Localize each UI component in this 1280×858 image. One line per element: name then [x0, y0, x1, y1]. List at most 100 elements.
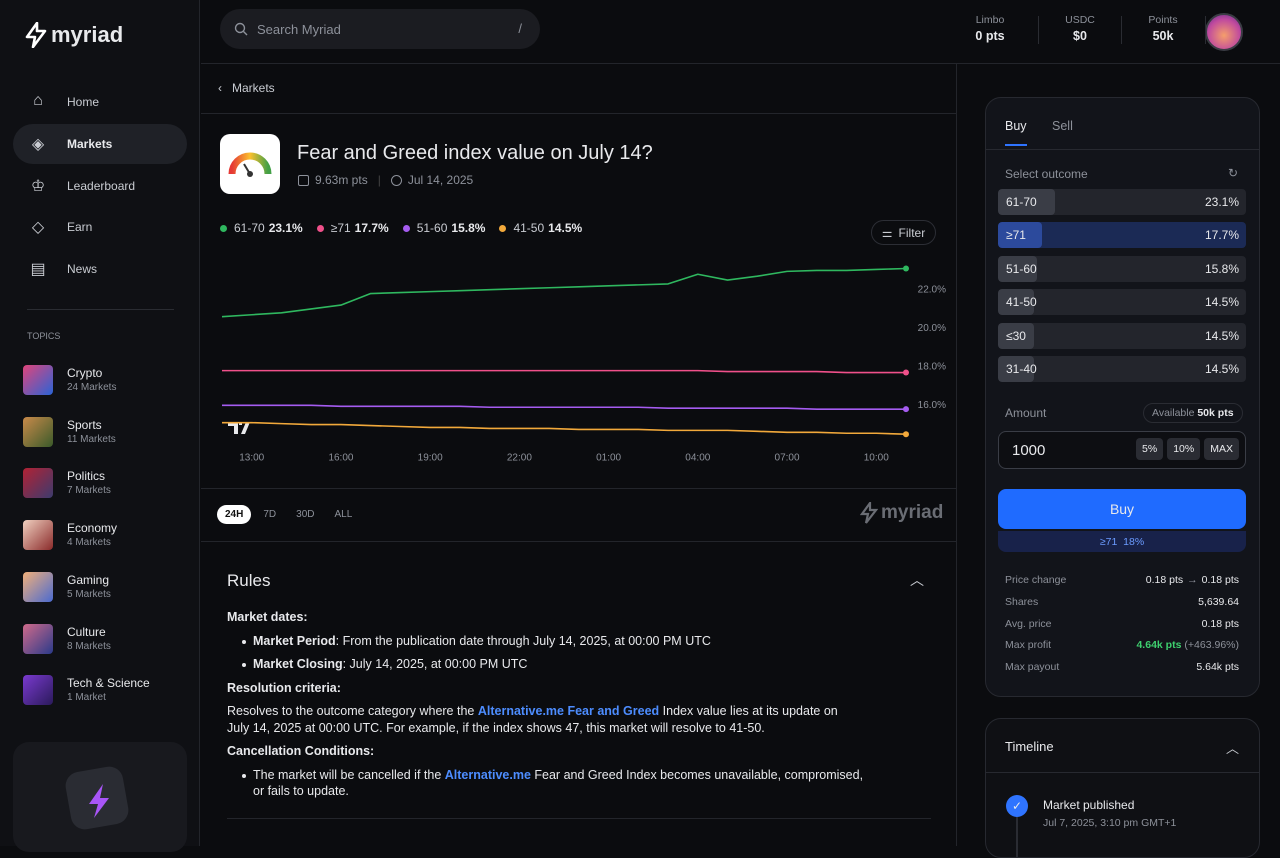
header: Search Myriad / — [201, 0, 1280, 64]
event-date: Jul 7, 2025, 3:10 pm GMT+1 — [1043, 817, 1177, 829]
outcome-bar — [998, 289, 1034, 316]
collapse-chevron[interactable]: ︿ — [910, 572, 924, 588]
topic-thumb — [23, 365, 53, 395]
legend-item: 51-60 15.8% — [402, 221, 485, 235]
detail-number: 0.18 pts — [1145, 574, 1184, 586]
legend-name: ≥71 — [330, 221, 351, 235]
outcome-name: 61-70 — [1006, 195, 1037, 209]
selected-price: 18% — [1123, 535, 1145, 548]
topic-name[interactable]: Gaming — [67, 572, 110, 587]
text: Fear and Greed Index becomes unavailable… — [253, 767, 864, 799]
divider — [27, 309, 174, 310]
rules-bullet: Market Closing: July 14, 2025, at 00:00 … — [227, 656, 867, 673]
topic-name[interactable]: Crypto — [67, 366, 103, 380]
y-tick-label: 20.0% — [918, 323, 946, 334]
watermark-icon — [860, 502, 878, 524]
nav-item[interactable]: News — [67, 262, 98, 277]
x-tick-label: 01:00 — [596, 453, 621, 464]
search-icon — [234, 22, 248, 36]
filter-button[interactable]: ⚌ Filter — [871, 220, 936, 245]
detail-number: 0.18 pts — [1201, 574, 1239, 586]
range-button[interactable]: 24H — [217, 505, 252, 524]
filter-icon: ⚌ — [881, 225, 893, 240]
topic-name[interactable]: Sports — [67, 417, 102, 432]
end-date: Jul 14, 2025 — [407, 173, 474, 187]
x-tick-label: 07:00 — [775, 453, 800, 464]
stat-divider — [1121, 16, 1122, 44]
search-box[interactable]: Search Myriad / — [220, 9, 540, 49]
promo-card — [13, 742, 187, 852]
bullet-label: Market Period — [253, 633, 336, 648]
tab-sell[interactable]: Sell — [1052, 119, 1073, 133]
outcome-row[interactable]: 41-50 14.5% — [998, 289, 1246, 316]
amount-chip[interactable]: MAX — [1204, 438, 1239, 460]
range-button[interactable]: 7D — [263, 509, 277, 520]
tab-buy[interactable]: Buy — [1005, 119, 1027, 133]
legend: 61-70 23.1% ≥71 17.7% 51-60 15.8% 41-50 14.5% — [220, 221, 596, 235]
link[interactable]: Alternative.me Fear and Greed — [477, 704, 660, 718]
rules-bullet: Market Period: From the publication date… — [227, 633, 867, 650]
market-icon — [220, 134, 280, 194]
nav-item[interactable]: Earn — [67, 220, 93, 235]
nav-icon: ◇ — [31, 219, 45, 237]
divider — [986, 772, 1259, 773]
legend-item: 61-70 23.1% — [220, 221, 303, 235]
outcome-bar — [998, 356, 1034, 382]
bullet-text: : From the publication date through July… — [335, 633, 711, 648]
amount-chip[interactable]: 5% — [1136, 438, 1164, 460]
nav-item[interactable]: Markets — [67, 136, 113, 151]
detail-value: 4.64k pts (+463.96%) — [1136, 639, 1239, 651]
outcome-row[interactable]: 61-70 23.1% — [998, 189, 1246, 215]
legend-name: 61-70 — [234, 221, 265, 235]
topic-count: 7 Markets — [67, 485, 111, 497]
outcome-name: 31-40 — [1006, 362, 1037, 376]
legend-dot — [402, 224, 410, 232]
detail-label: Price change — [1005, 574, 1067, 586]
avatar[interactable] — [1205, 13, 1243, 51]
collapse-chevron[interactable]: ︿ — [1226, 741, 1240, 756]
market-title: Fear and Greed index value on July 14? — [297, 142, 653, 164]
filter-text: Filter — [898, 225, 926, 240]
breadcrumb-text: Markets — [232, 81, 275, 95]
topic-name[interactable]: Politics — [67, 469, 106, 484]
topic-name[interactable]: Culture — [67, 624, 106, 639]
stat-value: 0 pts — [975, 29, 1005, 43]
nav-item[interactable]: Home — [67, 95, 100, 109]
x-tick-label: 19:00 — [418, 453, 443, 464]
logo-icon — [25, 22, 47, 48]
divider — [201, 488, 957, 489]
topics-label: TOPICS — [27, 331, 61, 341]
end-dot — [903, 265, 909, 272]
outcome-row[interactable]: ≥71 17.7% — [998, 222, 1246, 249]
outcome-row[interactable]: 31-40 14.5% — [998, 356, 1246, 382]
stat-label: Points — [1148, 14, 1178, 26]
detail-label: Avg. price — [1005, 617, 1052, 630]
range-button[interactable]: 30D — [296, 509, 315, 520]
x-tick-label: 13:00 — [239, 453, 264, 464]
outcome-row[interactable]: ≤30 14.5% — [998, 322, 1246, 349]
topic-thumb — [23, 520, 53, 551]
text: The market will be cancelled if the — [253, 767, 445, 782]
x-tick-label: 22:00 — [507, 453, 532, 464]
series-line — [222, 404, 906, 410]
refresh-icon[interactable]: ↻ — [1228, 166, 1239, 180]
main: ‹ Markets Fear and Greed index value on J… — [201, 64, 957, 846]
nav-item[interactable]: Leaderboard — [67, 178, 136, 193]
outcome-row[interactable]: 51-60 15.8% — [998, 255, 1246, 282]
topic-name[interactable]: Tech & Science — [67, 676, 150, 691]
nav-icon: ♔ — [30, 177, 46, 195]
bullet-text: : July 14, 2025, at 00:00 PM UTC — [342, 657, 528, 671]
range-button[interactable]: ALL — [334, 509, 353, 520]
amount-input[interactable]: 1000 5% 10% MAX — [998, 431, 1246, 469]
breadcrumb[interactable]: ‹ Markets — [218, 81, 275, 95]
buy-button[interactable]: Buy — [998, 489, 1246, 529]
topic-name[interactable]: Economy — [67, 521, 118, 536]
text: Resolves to the outcome category where t… — [227, 704, 478, 718]
promo-icon — [65, 766, 129, 830]
legend-dot — [316, 224, 324, 232]
divider — [227, 818, 931, 819]
nav-icon: ◈ — [31, 135, 45, 153]
amount-chip[interactable]: 10% — [1167, 438, 1201, 460]
link[interactable]: Alternative.me — [444, 767, 531, 782]
range-buttons: 24H 7D 30D ALL — [217, 505, 364, 524]
